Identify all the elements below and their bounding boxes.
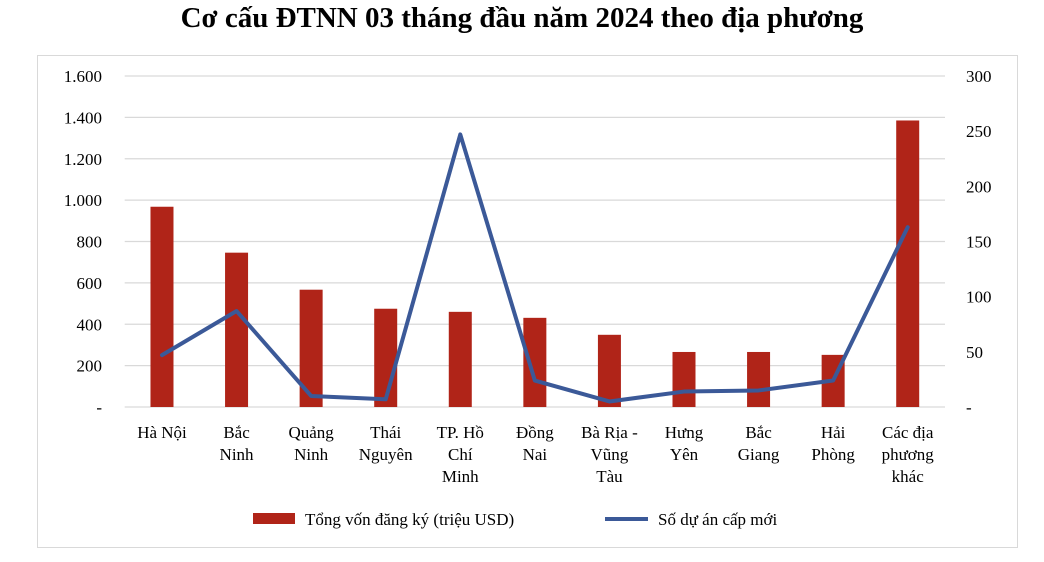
chart-title: Cơ cấu ĐTNN 03 tháng đầu năm 2024 theo đ… xyxy=(180,2,864,34)
bar xyxy=(523,317,547,407)
right-axis-tick: 150 xyxy=(966,233,992,252)
bar xyxy=(448,311,472,407)
right-axis-tick: 100 xyxy=(966,288,992,307)
bar xyxy=(896,120,920,408)
category-label: Vũng xyxy=(591,445,629,464)
left-axis-tick: 800 xyxy=(77,233,103,252)
category-label: Nai xyxy=(523,445,548,464)
bar xyxy=(747,351,771,407)
category-label: TP. Hồ xyxy=(437,423,484,442)
left-axis-tick: 600 xyxy=(77,274,103,293)
category-label: Thái xyxy=(370,423,401,442)
category-label: Chí xyxy=(448,445,473,464)
category-label: Minh xyxy=(442,467,479,486)
category-label: Giang xyxy=(738,445,780,464)
category-label: Các địa xyxy=(882,423,934,442)
category-label: Bắc xyxy=(223,423,250,442)
category-label: Hưng xyxy=(665,423,704,442)
left-axis-tick: 1.600 xyxy=(64,67,102,86)
right-axis-tick: 300 xyxy=(966,67,992,86)
bar xyxy=(150,206,174,407)
category-label: Bà Rịa - xyxy=(581,423,638,442)
left-axis-tick: 1.200 xyxy=(64,150,102,169)
left-axis-tick: 1.400 xyxy=(64,108,102,127)
category-label: Phòng xyxy=(811,445,855,464)
right-axis-tick: 250 xyxy=(966,122,992,141)
legend-line-label: Số dự án cấp mới xyxy=(658,510,778,529)
category-label: Yên xyxy=(670,445,699,464)
category-label: Tàu xyxy=(596,467,623,486)
category-label: Ninh xyxy=(220,445,255,464)
left-axis-tick: 400 xyxy=(77,315,103,334)
left-axis-tick: 200 xyxy=(77,357,103,376)
bar xyxy=(597,334,621,407)
left-axis-tick: 1.000 xyxy=(64,191,102,210)
category-label: khác xyxy=(892,467,925,486)
category-label: Hà Nội xyxy=(137,423,187,442)
category-label: Đồng xyxy=(516,423,554,442)
chart-frame xyxy=(37,55,1018,548)
bar xyxy=(225,252,249,407)
right-axis-tick: - xyxy=(966,398,972,417)
category-label: Nguyên xyxy=(359,445,413,464)
bar xyxy=(672,351,696,407)
right-axis-tick: 50 xyxy=(966,343,983,362)
bar xyxy=(299,289,323,407)
category-label: phương xyxy=(882,445,935,464)
category-label: Bắc xyxy=(745,423,772,442)
category-label: Ninh xyxy=(294,445,329,464)
legend-bar-label: Tổng vốn đăng ký (triệu USD) xyxy=(305,510,514,529)
legend-bar-swatch xyxy=(253,513,295,524)
category-label: Hải xyxy=(821,423,846,442)
left-axis-tick: - xyxy=(96,398,102,417)
right-axis-tick: 200 xyxy=(966,177,992,196)
category-label: Quảng xyxy=(288,423,334,442)
